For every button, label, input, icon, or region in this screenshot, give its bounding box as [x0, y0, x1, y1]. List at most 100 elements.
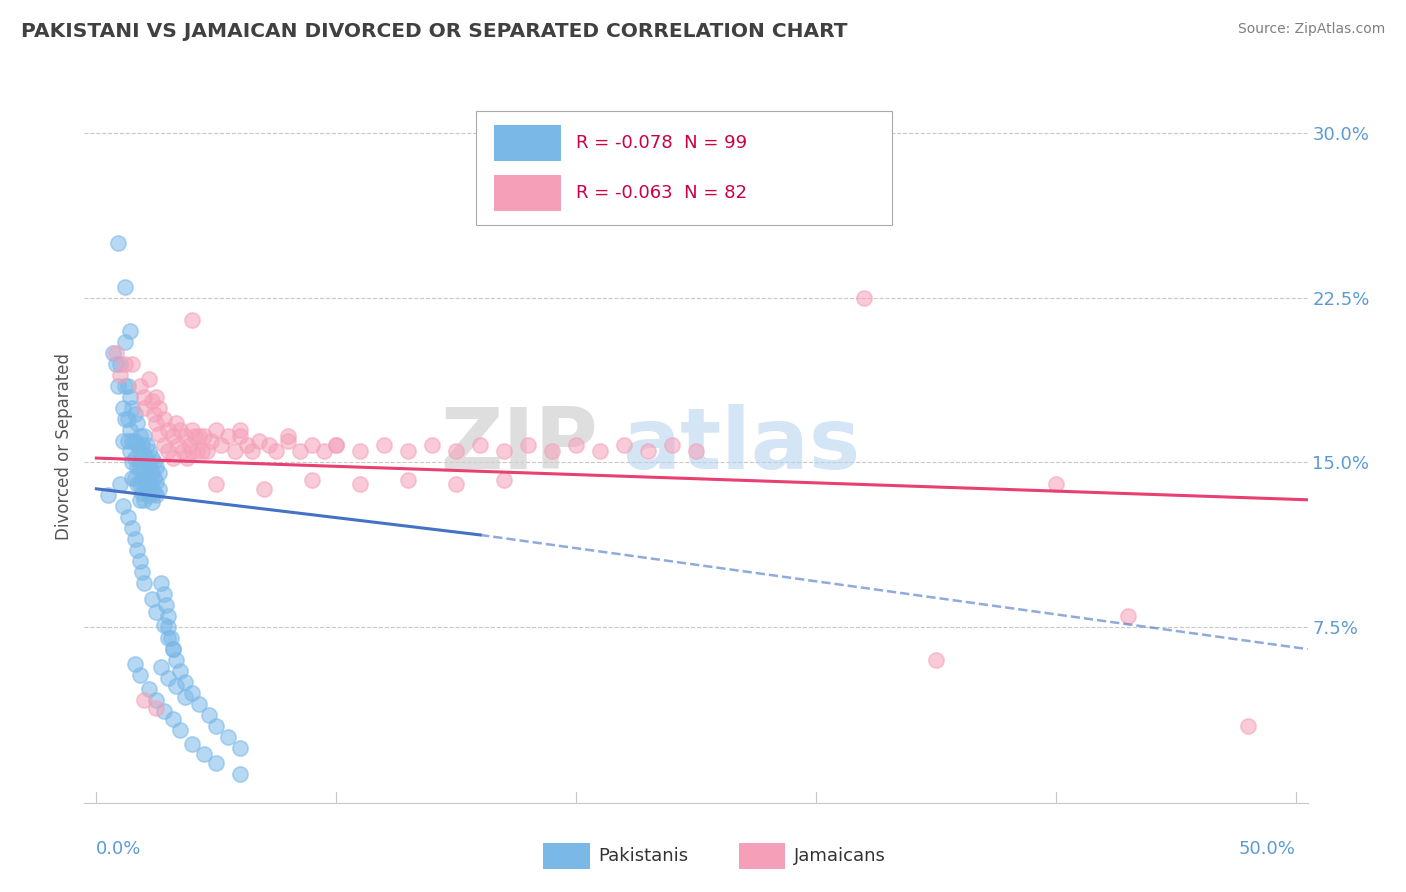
Point — [373, 438, 395, 452]
Point — [135, 468, 157, 483]
Point — [134, 576, 156, 591]
Point — [121, 455, 143, 469]
Point — [193, 747, 215, 762]
Point — [157, 671, 180, 685]
Point — [135, 483, 157, 498]
Point — [104, 345, 127, 359]
Point — [589, 444, 612, 458]
Point — [110, 477, 132, 491]
Point — [131, 455, 153, 469]
Point — [141, 467, 163, 481]
Point — [444, 444, 467, 458]
Point — [240, 444, 263, 458]
Point — [277, 429, 299, 443]
Point — [165, 653, 187, 667]
Point — [157, 423, 180, 437]
Point — [117, 434, 139, 448]
Point — [169, 664, 191, 678]
Point — [145, 605, 167, 619]
Point — [159, 631, 181, 645]
Point — [181, 423, 204, 437]
Point — [494, 473, 516, 487]
Point — [174, 690, 197, 705]
Point — [134, 429, 156, 443]
Point — [181, 737, 204, 751]
Point — [162, 712, 184, 726]
Point — [124, 657, 146, 672]
Point — [127, 416, 149, 430]
Text: Pakistanis: Pakistanis — [598, 847, 689, 865]
Point — [134, 492, 156, 507]
Point — [200, 434, 222, 448]
Point — [104, 357, 127, 371]
Point — [205, 423, 228, 437]
Point — [114, 280, 136, 294]
Point — [157, 620, 180, 634]
Point — [176, 451, 198, 466]
Point — [110, 368, 132, 382]
Point — [110, 357, 132, 371]
Point — [661, 438, 683, 452]
Point — [128, 554, 150, 568]
Point — [135, 438, 157, 452]
Point — [145, 488, 167, 502]
Point — [468, 438, 491, 452]
Point — [152, 704, 174, 718]
Point — [111, 434, 134, 448]
Point — [145, 459, 167, 474]
Point — [349, 477, 371, 491]
Point — [162, 642, 184, 657]
Point — [124, 471, 146, 485]
Point — [174, 675, 197, 690]
Point — [145, 416, 167, 430]
FancyBboxPatch shape — [475, 111, 891, 225]
Point — [169, 723, 191, 738]
Point — [314, 444, 336, 458]
Point — [145, 692, 167, 706]
Point — [135, 453, 157, 467]
Point — [111, 500, 134, 514]
Point — [150, 576, 173, 591]
Point — [117, 378, 139, 392]
Point — [142, 486, 165, 500]
Point — [117, 411, 139, 425]
Text: atlas: atlas — [623, 404, 860, 488]
Text: R = -0.063  N = 82: R = -0.063 N = 82 — [576, 184, 747, 202]
Point — [124, 407, 146, 421]
Point — [193, 429, 215, 443]
Point — [541, 444, 564, 458]
Point — [565, 438, 588, 452]
Point — [114, 357, 136, 371]
Point — [128, 444, 150, 458]
Point — [209, 438, 232, 452]
Text: Jamaicans: Jamaicans — [794, 847, 886, 865]
Point — [301, 473, 323, 487]
Point — [157, 444, 180, 458]
Point — [217, 730, 239, 744]
Point — [165, 416, 187, 430]
Point — [224, 444, 246, 458]
Point — [152, 587, 174, 601]
Point — [141, 394, 163, 409]
Point — [191, 444, 214, 458]
Point — [277, 434, 299, 448]
Point — [349, 444, 371, 458]
Point — [1236, 719, 1258, 733]
Point — [121, 521, 143, 535]
Point — [1116, 609, 1139, 624]
Point — [121, 401, 143, 415]
Point — [150, 659, 173, 673]
Text: 0.0%: 0.0% — [97, 840, 142, 858]
Point — [1045, 477, 1067, 491]
Point — [217, 429, 239, 443]
Point — [396, 444, 419, 458]
Point — [253, 482, 276, 496]
Point — [114, 334, 136, 349]
Point — [205, 756, 228, 771]
Point — [134, 692, 156, 706]
Point — [128, 477, 150, 491]
Point — [138, 475, 160, 490]
Point — [118, 324, 141, 338]
Point — [186, 444, 208, 458]
Point — [134, 462, 156, 476]
